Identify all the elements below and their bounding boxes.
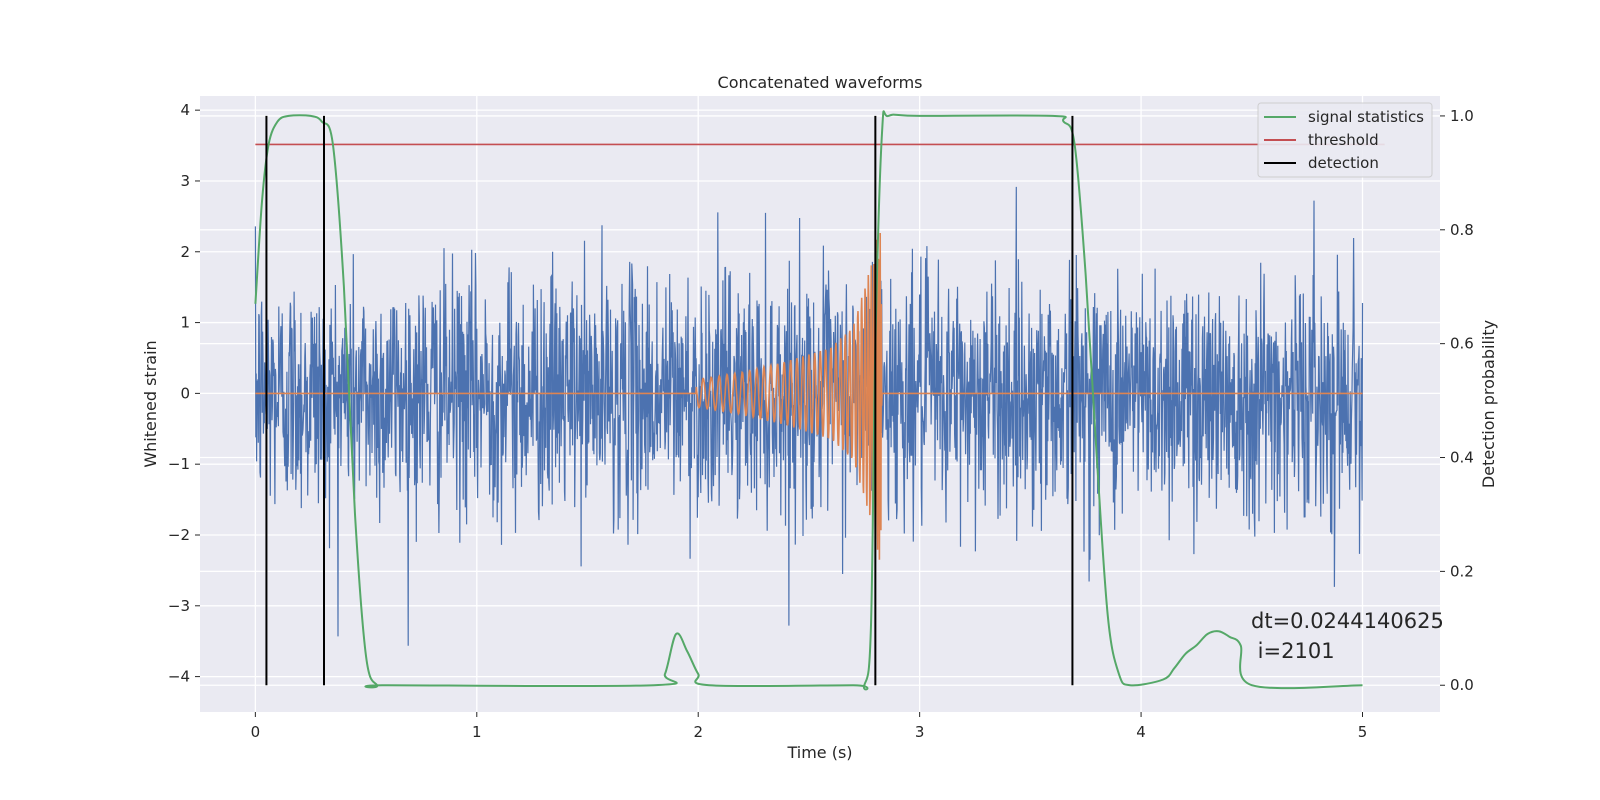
ticks: 0 1 2 3 4 5 −4 −3 −2 −1 0 1 2 3 4 0.0 0.2 0.4 0.6 0.8 1.0	[168, 101, 1474, 741]
legend-label-signal-statistics: signal statistics	[1308, 108, 1424, 126]
chart-title: Concatenated waveforms	[718, 73, 923, 92]
y-tick-label: 2	[180, 243, 190, 261]
x-tick-label: 5	[1358, 723, 1368, 741]
annotation-line-2: i=2101	[1251, 639, 1335, 663]
y2-tick-label: 0.0	[1450, 676, 1474, 694]
x-tick-label: 1	[472, 723, 482, 741]
series-injected-waveform	[255, 232, 1363, 560]
y-axis-label: Whitened strain	[141, 340, 160, 467]
y2-axis-label: Detection probability	[1479, 320, 1498, 488]
y2-tick-label: 0.8	[1450, 221, 1474, 239]
annotation-line-1: dt=0.0244140625	[1251, 609, 1444, 633]
y-tick-label: −4	[168, 668, 190, 686]
y2-tick-label: 0.2	[1450, 562, 1474, 580]
legend-label-threshold: threshold	[1308, 131, 1379, 149]
annotation: dt=0.0244140625 i=2101	[1251, 609, 1444, 663]
y2-tick-label: 0.6	[1450, 335, 1474, 353]
x-tick-label: 0	[251, 723, 261, 741]
y-tick-label: 0	[180, 384, 190, 402]
series-whitened-strain	[254, 186, 1364, 646]
y2-tick-label: 0.4	[1450, 449, 1474, 467]
x-tick-label: 3	[915, 723, 925, 741]
x-tick-label: 4	[1136, 723, 1146, 741]
legend-label-detection: detection	[1308, 154, 1379, 172]
y-tick-label: −3	[168, 597, 190, 615]
x-tick-label: 2	[693, 723, 703, 741]
series-signal-statistics	[254, 110, 1363, 691]
y-tick-label: −2	[168, 526, 190, 544]
y-tick-label: 3	[180, 172, 190, 190]
y-tick-label: 4	[180, 101, 190, 119]
x-axis-label: Time (s)	[786, 743, 852, 762]
legend-box	[1257, 102, 1433, 178]
y-tick-label: 1	[180, 314, 190, 332]
y2-tick-label: 1.0	[1450, 107, 1474, 125]
y-tick-label: −1	[168, 455, 190, 473]
series-layer	[254, 110, 1385, 691]
legend: signal statistics threshold detection	[1257, 102, 1433, 178]
